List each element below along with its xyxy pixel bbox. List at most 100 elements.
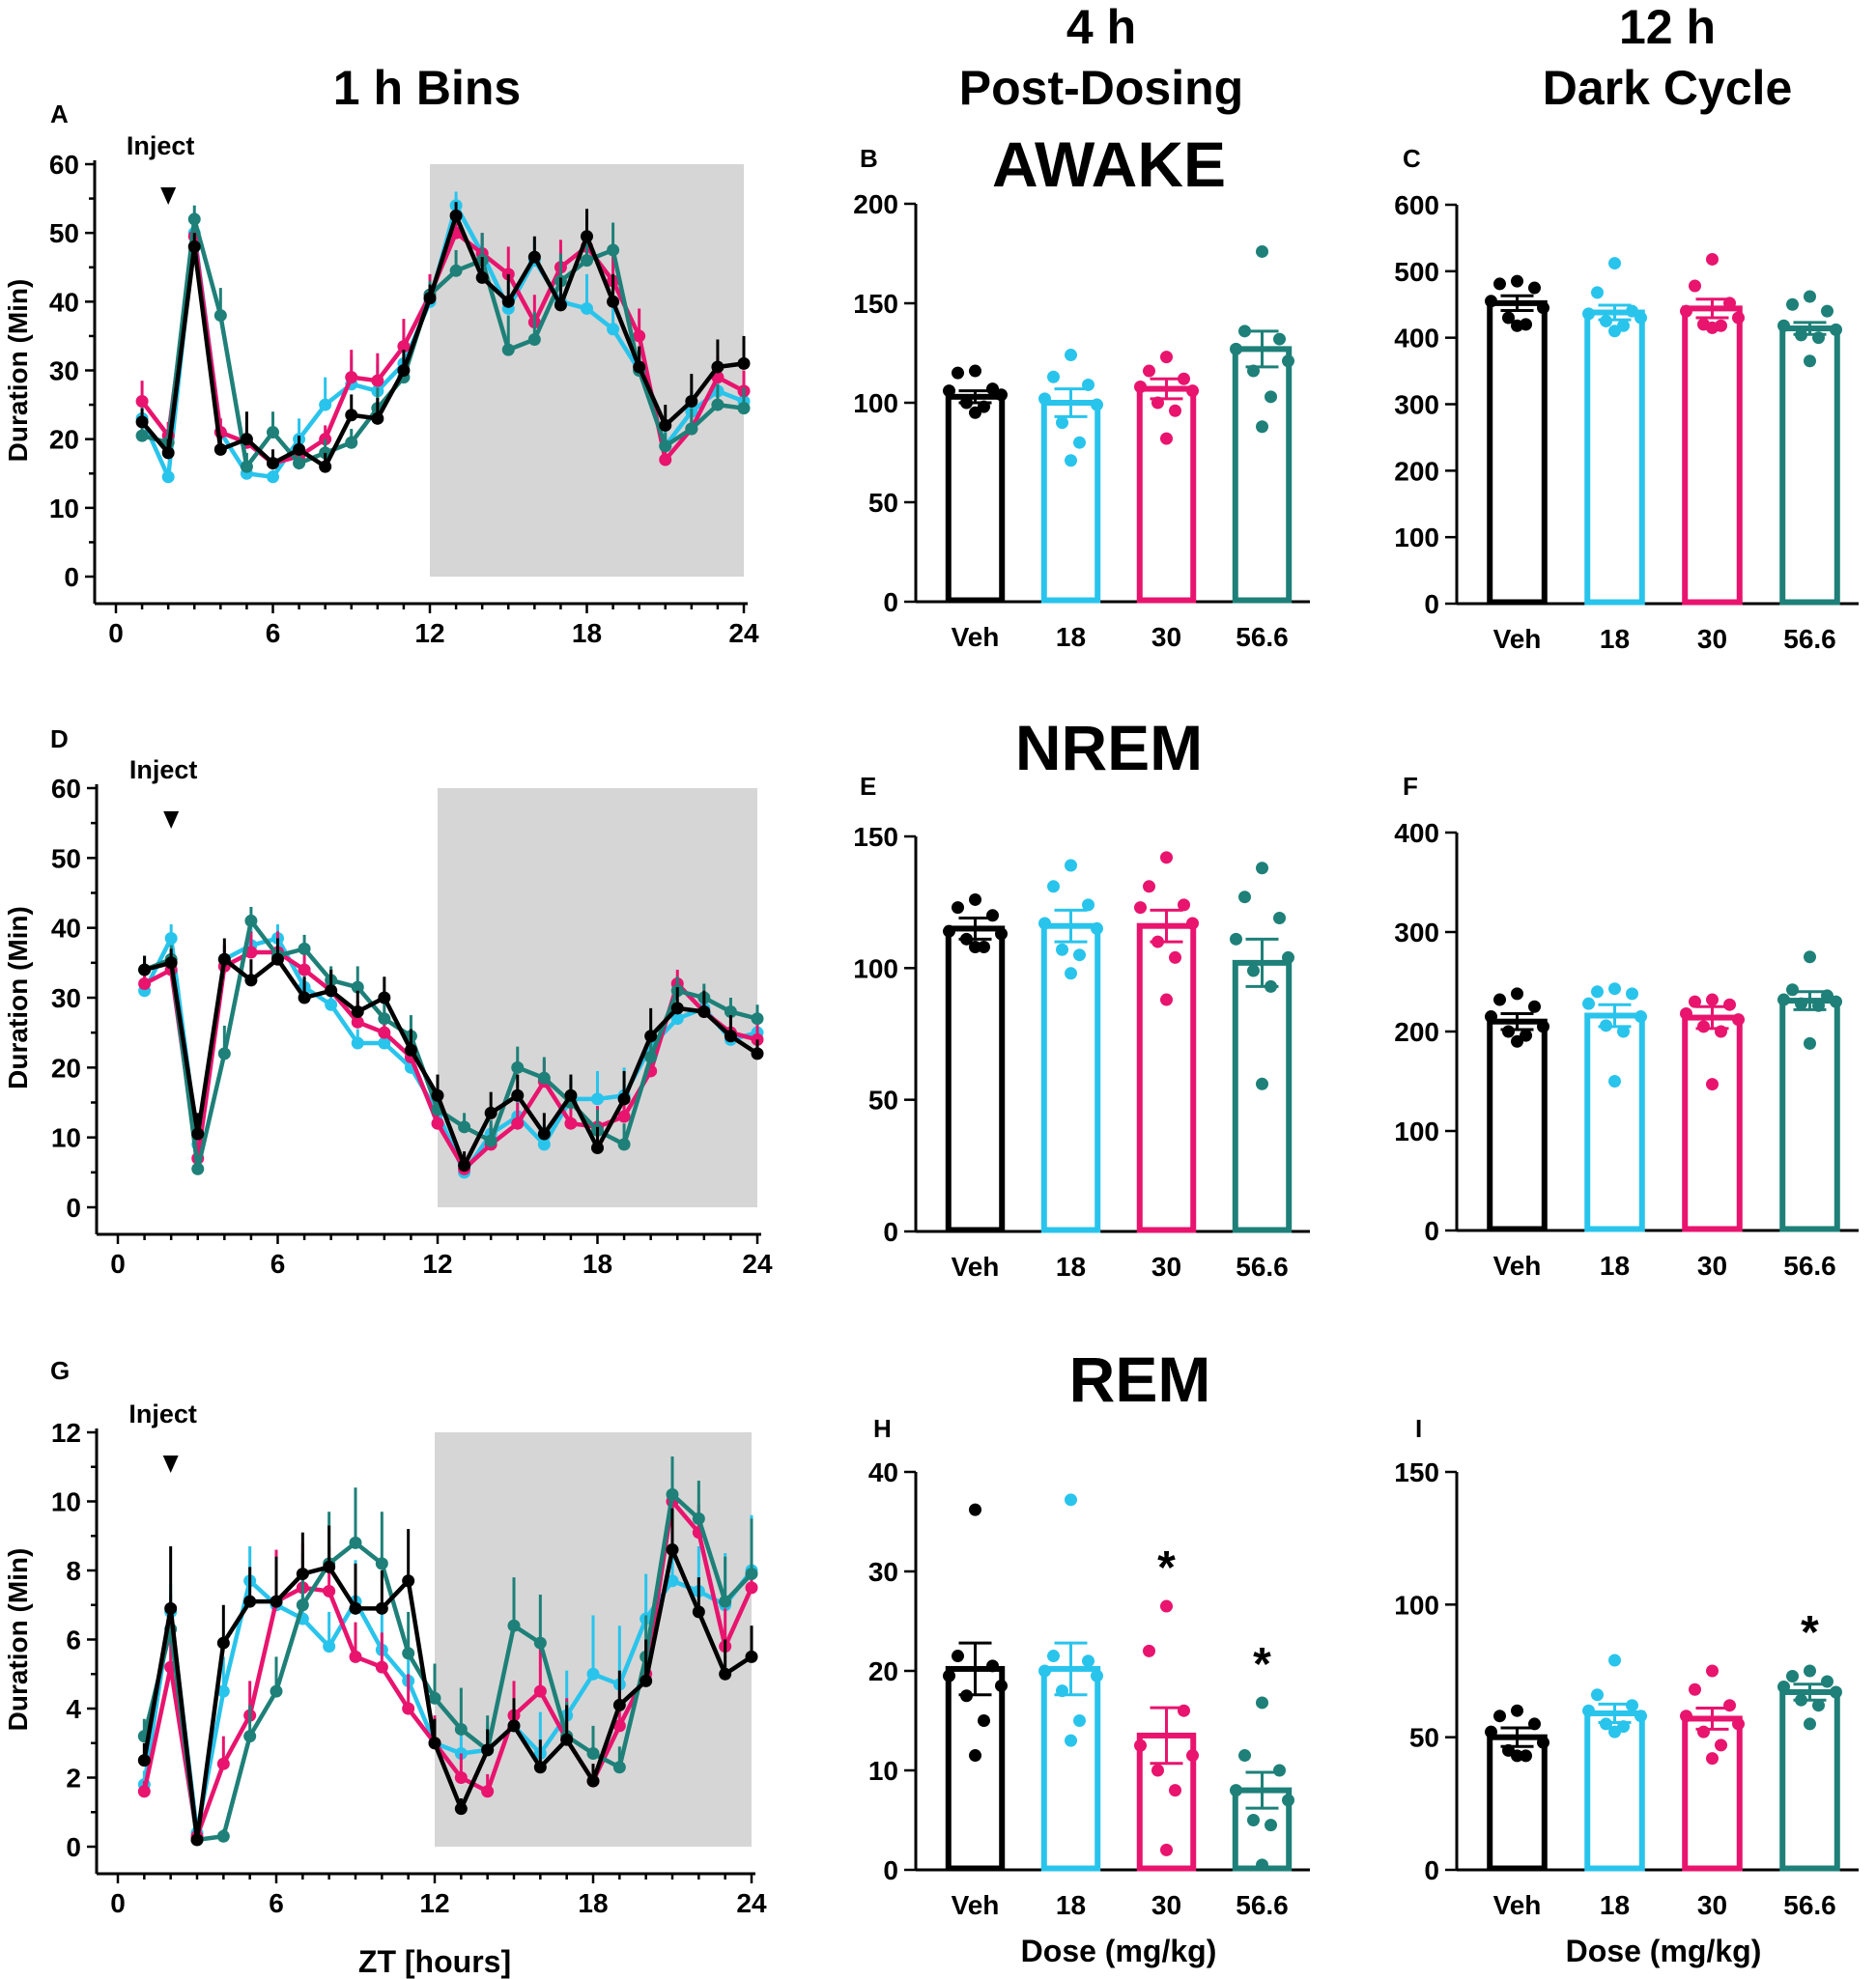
data-point [325, 998, 338, 1011]
data-point [454, 1802, 468, 1816]
data-point [537, 1071, 551, 1085]
individual-point [1697, 1020, 1710, 1033]
individual-point [1160, 1599, 1173, 1613]
data-point [135, 395, 149, 409]
individual-point [1265, 390, 1277, 404]
data-point [644, 1030, 658, 1043]
data-point [325, 984, 338, 998]
individual-point [1582, 997, 1595, 1010]
y-tick-label-100: 100 [1394, 1117, 1439, 1146]
y-tick-label-50: 50 [49, 218, 79, 248]
data-point [345, 436, 358, 449]
bar-veh [945, 1665, 1006, 1872]
data-point [692, 1512, 705, 1525]
bar-30 [1682, 1715, 1743, 1872]
data-point [484, 1134, 497, 1147]
individual-point [1804, 1664, 1816, 1678]
data-point [581, 301, 593, 315]
data-point [244, 974, 258, 987]
data-point [187, 212, 201, 226]
bar-30 [1682, 305, 1743, 606]
individual-point [1689, 279, 1701, 293]
data-point [323, 1560, 336, 1573]
data-point [560, 1733, 574, 1746]
individual-point [1608, 325, 1621, 338]
y-tick-label-40: 40 [51, 914, 81, 944]
individual-point [1830, 323, 1842, 336]
individual-point [1777, 319, 1790, 332]
x-tick-label-18: 18 [583, 1249, 612, 1279]
individual-point [1591, 985, 1604, 999]
data-point [240, 433, 253, 446]
x-tick-label-veh: Veh [952, 1890, 1000, 1920]
data-point [191, 1127, 205, 1141]
data-point [402, 1574, 415, 1588]
bar-group-veh [1485, 1704, 1549, 1872]
data-point [533, 1636, 547, 1650]
individual-point [1493, 1710, 1506, 1723]
data-point [319, 460, 332, 473]
individual-point [1273, 332, 1286, 346]
data-point [217, 952, 231, 966]
y-tick-label-30: 30 [49, 356, 79, 386]
individual-point [1082, 1654, 1094, 1668]
data-point [135, 429, 149, 442]
data-point [161, 470, 175, 484]
individual-point [1247, 1814, 1260, 1826]
individual-point [1282, 354, 1294, 368]
data-point [216, 1636, 230, 1650]
individual-point [943, 924, 955, 938]
y-tick-label-200: 200 [1394, 1017, 1439, 1047]
individual-point [969, 1749, 981, 1763]
individual-point [1038, 1664, 1051, 1678]
data-point [323, 1584, 336, 1597]
significance-star: * [1157, 1542, 1176, 1594]
x-tick-label-veh: Veh [952, 1252, 1000, 1282]
individual-point [1065, 967, 1077, 980]
individual-point [1804, 354, 1816, 368]
series-line [143, 919, 758, 1172]
individual-point [1502, 311, 1515, 325]
individual-point [1056, 416, 1068, 430]
data-point [293, 457, 306, 470]
individual-point [1821, 304, 1833, 318]
individual-point [1528, 281, 1541, 295]
data-point [481, 1743, 495, 1757]
data-point [345, 371, 358, 384]
x-tick-label-18: 18 [1600, 1890, 1630, 1920]
individual-point [1804, 290, 1816, 303]
panel-f-nrem-12h-bars: F 0 100 200 300 400 Veh 18 30 56.6 [1394, 772, 1859, 1281]
y-tick-label-100: 100 [853, 953, 898, 983]
data-point [296, 1598, 309, 1612]
data-point [428, 1691, 441, 1705]
panel-c-awake-12h-bars: C 0 100 200 300 400 500 600 Veh 18 30 56.6 [1394, 144, 1859, 654]
individual-point [1680, 304, 1692, 318]
data-point [724, 1030, 737, 1043]
panel-label-a: A [50, 99, 69, 128]
data-point [507, 1719, 521, 1733]
data-point [511, 1060, 525, 1074]
individual-point [1493, 277, 1506, 291]
panel-e-nrem-4h-bars: E 0 50 100 150 Veh 18 30 56.6 [853, 772, 1310, 1282]
inject-annotation: Inject [127, 131, 195, 160]
data-point [633, 329, 646, 343]
bar-group-56-6: * [1777, 1607, 1842, 1872]
data-point [685, 422, 698, 436]
panel-label-h: H [873, 1414, 892, 1443]
individual-point [1511, 274, 1523, 288]
data-point [267, 426, 279, 439]
data-point [659, 439, 672, 453]
data-point [267, 457, 279, 470]
individual-point [986, 1659, 999, 1673]
individual-point [1706, 252, 1719, 266]
individual-point [995, 388, 1008, 402]
data-point [581, 254, 593, 268]
individual-point [1804, 1717, 1816, 1731]
data-point [633, 360, 646, 374]
bar-30 [1682, 1014, 1743, 1232]
data-point [607, 323, 620, 336]
y-tick-label-40: 40 [49, 287, 79, 317]
individual-point [1143, 880, 1155, 893]
